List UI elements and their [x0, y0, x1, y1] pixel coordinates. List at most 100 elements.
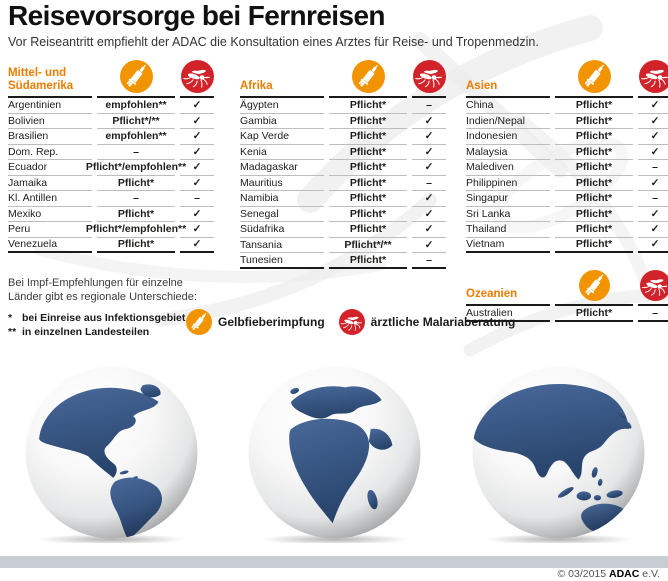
- country-label: Vietnam: [466, 238, 550, 253]
- table-row: Ecuador Pflicht*/empfohlen** ✓: [8, 160, 214, 176]
- malaria-cell: ✓: [180, 176, 214, 191]
- column-header-vaccine: [555, 270, 633, 306]
- vaccine-cell: Pflicht*: [555, 238, 633, 253]
- table-row: Kap Verde Pflicht* ✓: [240, 129, 446, 145]
- vaccine-cell: Pflicht*: [555, 160, 633, 176]
- mosquito-icon: [638, 60, 668, 93]
- table-row: Tunesien Pflicht* –: [240, 253, 446, 269]
- region-label: Mittel- und Südamerika: [8, 66, 74, 92]
- malaria-cell: ✓: [412, 238, 446, 253]
- vaccine-cell: Pflicht*: [329, 253, 407, 269]
- malaria-cell: ✓: [180, 114, 214, 129]
- malaria-cell: ✓: [180, 207, 214, 222]
- footnote-star2-text: in einzelnen Landesteilen: [22, 326, 150, 338]
- page-subtitle: Vor Reiseantritt empfiehlt der ADAC die …: [8, 35, 539, 49]
- malaria-cell: ✓: [638, 98, 668, 114]
- malaria-cell: –: [180, 191, 214, 207]
- malaria-cell: ✓: [180, 222, 214, 238]
- malaria-cell: ✓: [638, 129, 668, 145]
- malaria-cell: ✓: [412, 160, 446, 176]
- footer-bar: [0, 556, 668, 568]
- table-row: Thailand Pflicht* ✓: [466, 222, 668, 238]
- vaccine-cell: Pflicht*/empfohlen**: [86, 222, 186, 238]
- country-label: Senegal: [240, 207, 324, 222]
- country-label: Malaysia: [466, 145, 550, 160]
- malaria-cell: ✓: [180, 160, 214, 176]
- table-row: Gambia Pflicht* ✓: [240, 114, 446, 129]
- legend-yellow-fever: Gelbfieberimpfung: [186, 309, 325, 335]
- country-label: Indien/Nepal: [466, 114, 550, 129]
- column-header-malaria: [412, 60, 446, 98]
- vaccine-cell: Pflicht*: [329, 160, 407, 176]
- malaria-cell: ✓: [638, 238, 668, 253]
- table-row: Namibia Pflicht* ✓: [240, 191, 446, 207]
- vaccine-cell: Pflicht*: [555, 222, 633, 238]
- vaccine-cell: Pflicht*/**: [97, 114, 175, 129]
- table-group-asien: Asien: [466, 60, 668, 253]
- table-row: Venezuela Pflicht* ✓: [8, 238, 214, 253]
- table-row: Kl. Antillen – –: [8, 191, 214, 207]
- country-label: Südafrika: [240, 222, 324, 238]
- region-label: Afrika: [240, 79, 273, 92]
- table-row: Peru Pflicht*/empfohlen** ✓: [8, 222, 214, 238]
- vaccine-cell: Pflicht*: [329, 191, 407, 207]
- malaria-cell: ✓: [638, 176, 668, 191]
- table-body: China Pflicht* ✓ Indien/Nepal Pflicht* ✓…: [466, 98, 668, 253]
- column-header-vaccine: [555, 60, 633, 98]
- country-label: Malediven: [466, 160, 550, 176]
- column-header-vaccine: [329, 60, 407, 98]
- mosquito-icon: [180, 60, 214, 93]
- malaria-cell: –: [638, 306, 668, 322]
- table-row: Ägypten Pflicht* –: [240, 98, 446, 114]
- malaria-cell: ✓: [412, 114, 446, 129]
- table-row: Mexiko Pflicht* ✓: [8, 207, 214, 222]
- malaria-cell: ✓: [638, 222, 668, 238]
- footer-copyright: © 03/2015: [557, 568, 607, 580]
- vaccine-cell: empfohlen**: [97, 129, 175, 145]
- country-label: Jamaika: [8, 176, 92, 191]
- country-label: Australien: [466, 306, 550, 322]
- globe-americas: [25, 366, 198, 543]
- syringe-icon: [119, 60, 153, 93]
- country-label: Mexiko: [8, 207, 92, 222]
- table-row: Jamaika Pflicht* ✓: [8, 176, 214, 191]
- vaccine-cell: Pflicht*: [329, 145, 407, 160]
- malaria-cell: ✓: [180, 98, 214, 114]
- malaria-cell: ✓: [180, 129, 214, 145]
- footer-brand: ADAC: [609, 568, 640, 580]
- vaccine-cell: Pflicht*: [555, 145, 633, 160]
- country-label: Venezuela: [8, 238, 92, 253]
- table-row: Malediven Pflicht* –: [466, 160, 668, 176]
- country-label: Kenia: [240, 145, 324, 160]
- country-label: Argentinien: [8, 98, 92, 114]
- table-row: Australien Pflicht* –: [466, 306, 668, 322]
- table-body: Australien Pflicht* –: [466, 306, 668, 322]
- globe-europe-africa: [248, 366, 421, 543]
- vaccine-cell: Pflicht*: [555, 176, 633, 191]
- footnote-star1-text: bei Einreise aus Infektionsgebiet: [22, 312, 186, 324]
- table-group-afrika: Afrika: [240, 60, 446, 269]
- country-label: Bolivien: [8, 114, 92, 129]
- country-label: Sri Lanka: [466, 207, 550, 222]
- malaria-cell: ✓: [412, 129, 446, 145]
- malaria-cell: ✓: [638, 207, 668, 222]
- malaria-cell: ✓: [180, 238, 214, 253]
- table-row: Bolivien Pflicht*/** ✓: [8, 114, 214, 129]
- syringe-icon: [351, 60, 385, 93]
- page-title: Reisevorsorge bei Fernreisen: [8, 0, 386, 31]
- country-label: Indonesien: [466, 129, 550, 145]
- table-row: Vietnam Pflicht* ✓: [466, 238, 668, 253]
- vaccine-cell: Pflicht*: [555, 114, 633, 129]
- globe-asia-australia: [472, 366, 645, 543]
- mosquito-icon: [338, 309, 365, 335]
- table-row: Mauritius Pflicht* –: [240, 176, 446, 191]
- table-row: Dom. Rep. – ✓: [8, 145, 214, 160]
- syringe-icon: [578, 270, 610, 301]
- table-row: Malaysia Pflicht* ✓: [466, 145, 668, 160]
- mosquito-icon: [412, 60, 446, 93]
- country-label: Philippinen: [466, 176, 550, 191]
- table-group-mittel-suedamerika: Mittel- und Südamerika: [8, 60, 214, 253]
- column-header-malaria: [638, 60, 668, 98]
- malaria-cell: ✓: [412, 191, 446, 207]
- table-row: Kenia Pflicht* ✓: [240, 145, 446, 160]
